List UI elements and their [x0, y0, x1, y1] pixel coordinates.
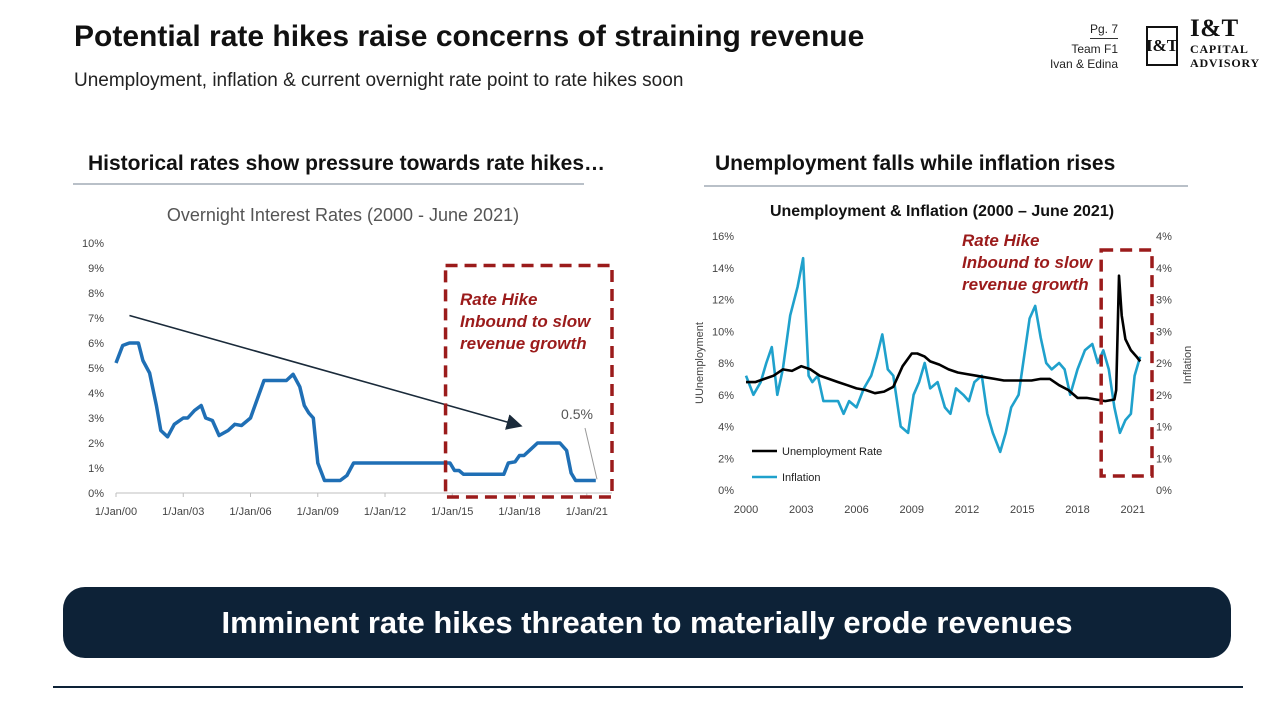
logo-line-advisory: ADVISORY: [1190, 56, 1260, 70]
y-tick-label: 7%: [88, 313, 104, 325]
chart-title: Overnight Interest Rates (2000 - June 20…: [167, 205, 519, 225]
y-tick-label: 8%: [88, 288, 104, 300]
page-title: Potential rate hikes raise concerns of s…: [74, 20, 865, 53]
trend-arrow: [129, 314, 523, 430]
logo-wordmark: I&T CAPITAL ADVISORY: [1190, 16, 1260, 69]
y-tick-label: 10%: [82, 238, 104, 250]
page-subtitle: Unemployment, inflation & current overni…: [74, 70, 684, 91]
y-tick-label: 5%: [88, 363, 104, 375]
left-section-heading: Historical rates show pressure towards r…: [88, 152, 606, 175]
x-tick-label: 1/Jan/00: [95, 506, 137, 518]
right-section-heading: Unemployment falls while inflation rises: [715, 152, 1116, 175]
x-tick-label: 1/Jan/09: [297, 506, 339, 518]
logo-monogram: I&T: [1146, 26, 1178, 66]
rate-hike-highlight-box: [443, 263, 614, 499]
rate-hike-annotation-text: Rate Hike: [460, 290, 537, 309]
y-tick-label: 4%: [88, 388, 104, 400]
y-tick-label: 2%: [88, 438, 104, 450]
y-tick-label: 6%: [88, 338, 104, 350]
page-number: Pg. 7: [1089, 22, 1118, 39]
overnight-rate-line: [114, 341, 596, 483]
x-tick-label: 1/Jan/18: [498, 506, 540, 518]
page-meta: Pg. 7 Team F1 Ivan & Edina: [1010, 22, 1118, 72]
conclusion-banner: Imminent rate hikes threaten to material…: [63, 587, 1231, 658]
x-tick-label: 1/Jan/21: [566, 506, 608, 518]
y-tick-label: 3%: [88, 413, 104, 425]
authors-label: Ivan & Edina: [1049, 57, 1118, 71]
end-value-leader: [584, 427, 598, 480]
rate-hike-annotation-text: revenue growth: [460, 334, 587, 353]
logo-line-capital: CAPITAL: [1190, 42, 1249, 56]
rate-hike-annotation-text: Inbound to slow: [460, 312, 592, 331]
x-tick-label: 1/Jan/03: [162, 506, 204, 518]
end-value-label: 0.5%: [561, 406, 593, 422]
y-tick-label: 1%: [88, 463, 104, 475]
x-tick-label: 1/Jan/15: [431, 506, 473, 518]
y-tick-label: 9%: [88, 263, 104, 275]
left-section-rule: [73, 183, 584, 185]
footer-rule: [53, 686, 1243, 688]
x-tick-label: 1/Jan/06: [229, 506, 271, 518]
right-section-rule: [704, 185, 1188, 187]
y-tick-label: 0%: [88, 488, 104, 500]
logo-name: I&T: [1190, 15, 1239, 42]
team-label: Team F1: [1071, 42, 1118, 56]
x-tick-label: 1/Jan/12: [364, 506, 406, 518]
